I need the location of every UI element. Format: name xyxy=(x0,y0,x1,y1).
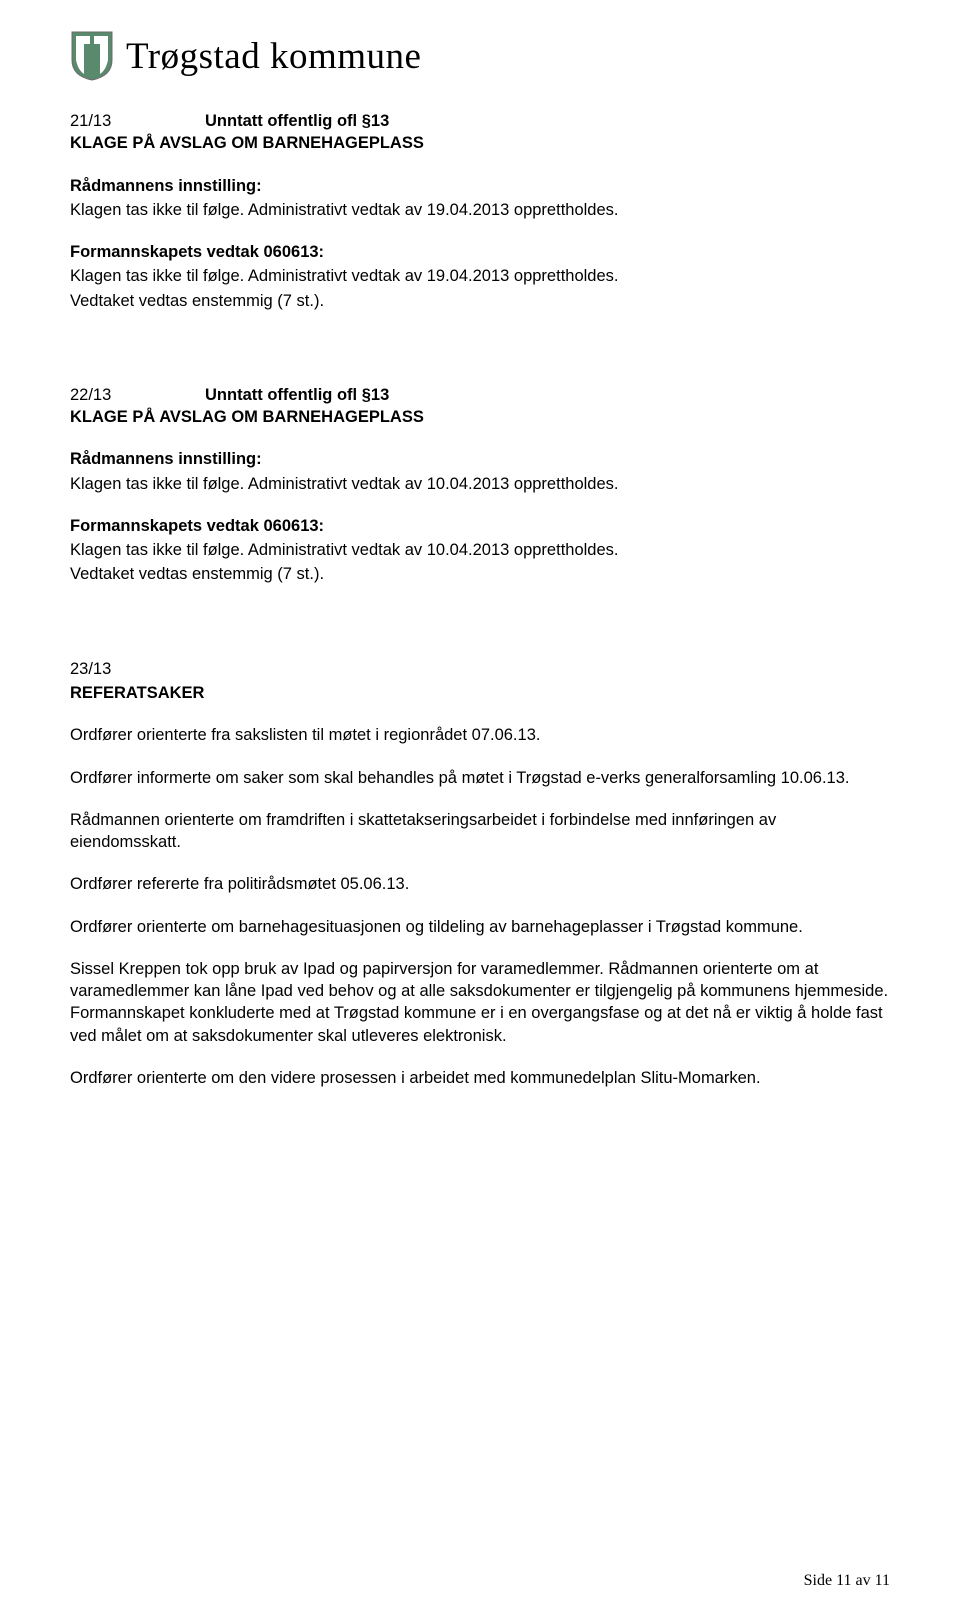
case-21: 21/13 Unntatt offentlig ofl §13 KLAGE PÅ… xyxy=(70,110,890,312)
radmann-text: Klagen tas ikke til følge. Administrativ… xyxy=(70,199,890,221)
case-title: KLAGE PÅ AVSLAG OM BARNEHAGEPLASS xyxy=(70,132,890,154)
case-number: 21/13 xyxy=(70,110,125,132)
radmann-text: Klagen tas ikke til følge. Administrativ… xyxy=(70,473,890,495)
referat-p6: Sissel Kreppen tok opp bruk av Ipad og p… xyxy=(70,958,890,1047)
formann-heading: Formannskapets vedtak 060613: xyxy=(70,515,890,537)
formann-heading: Formannskapets vedtak 060613: xyxy=(70,241,890,263)
referat-p2: Ordfører informerte om saker som skal be… xyxy=(70,767,890,789)
page-footer: Side 11 av 11 xyxy=(804,1570,890,1592)
case-number: 22/13 xyxy=(70,384,125,406)
header-title: Trøgstad kommune xyxy=(126,32,421,82)
formann-text-1: Klagen tas ikke til følge. Administrativ… xyxy=(70,265,890,287)
formann-text-2: Vedtaket vedtas enstemmig (7 st.). xyxy=(70,290,890,312)
case-title: KLAGE PÅ AVSLAG OM BARNEHAGEPLASS xyxy=(70,406,890,428)
case-number: 23/13 xyxy=(70,658,890,680)
case-status: Unntatt offentlig ofl §13 xyxy=(205,384,389,406)
referat-p1: Ordfører orienterte fra sakslisten til m… xyxy=(70,724,890,746)
referat-p4: Ordfører refererte fra politirådsmøtet 0… xyxy=(70,873,890,895)
case-22: 22/13 Unntatt offentlig ofl §13 KLAGE PÅ… xyxy=(70,384,890,586)
referat-p7: Ordfører orienterte om den videre proses… xyxy=(70,1067,890,1089)
radmann-heading: Rådmannens innstilling: xyxy=(70,175,890,197)
formann-text-2: Vedtaket vedtas enstemmig (7 st.). xyxy=(70,563,890,585)
formann-text-1: Klagen tas ikke til følge. Administrativ… xyxy=(70,539,890,561)
case-status: Unntatt offentlig ofl §13 xyxy=(205,110,389,132)
case-23: 23/13 REFERATSAKER Ordfører orienterte f… xyxy=(70,658,890,1089)
municipality-shield-icon xyxy=(70,30,114,82)
referat-p5: Ordfører orienterte om barnehagesituasjo… xyxy=(70,916,890,938)
case-title: REFERATSAKER xyxy=(70,682,890,704)
radmann-heading: Rådmannens innstilling: xyxy=(70,448,890,470)
document-header: Trøgstad kommune xyxy=(70,30,890,82)
referat-p3: Rådmannen orienterte om framdriften i sk… xyxy=(70,809,890,854)
